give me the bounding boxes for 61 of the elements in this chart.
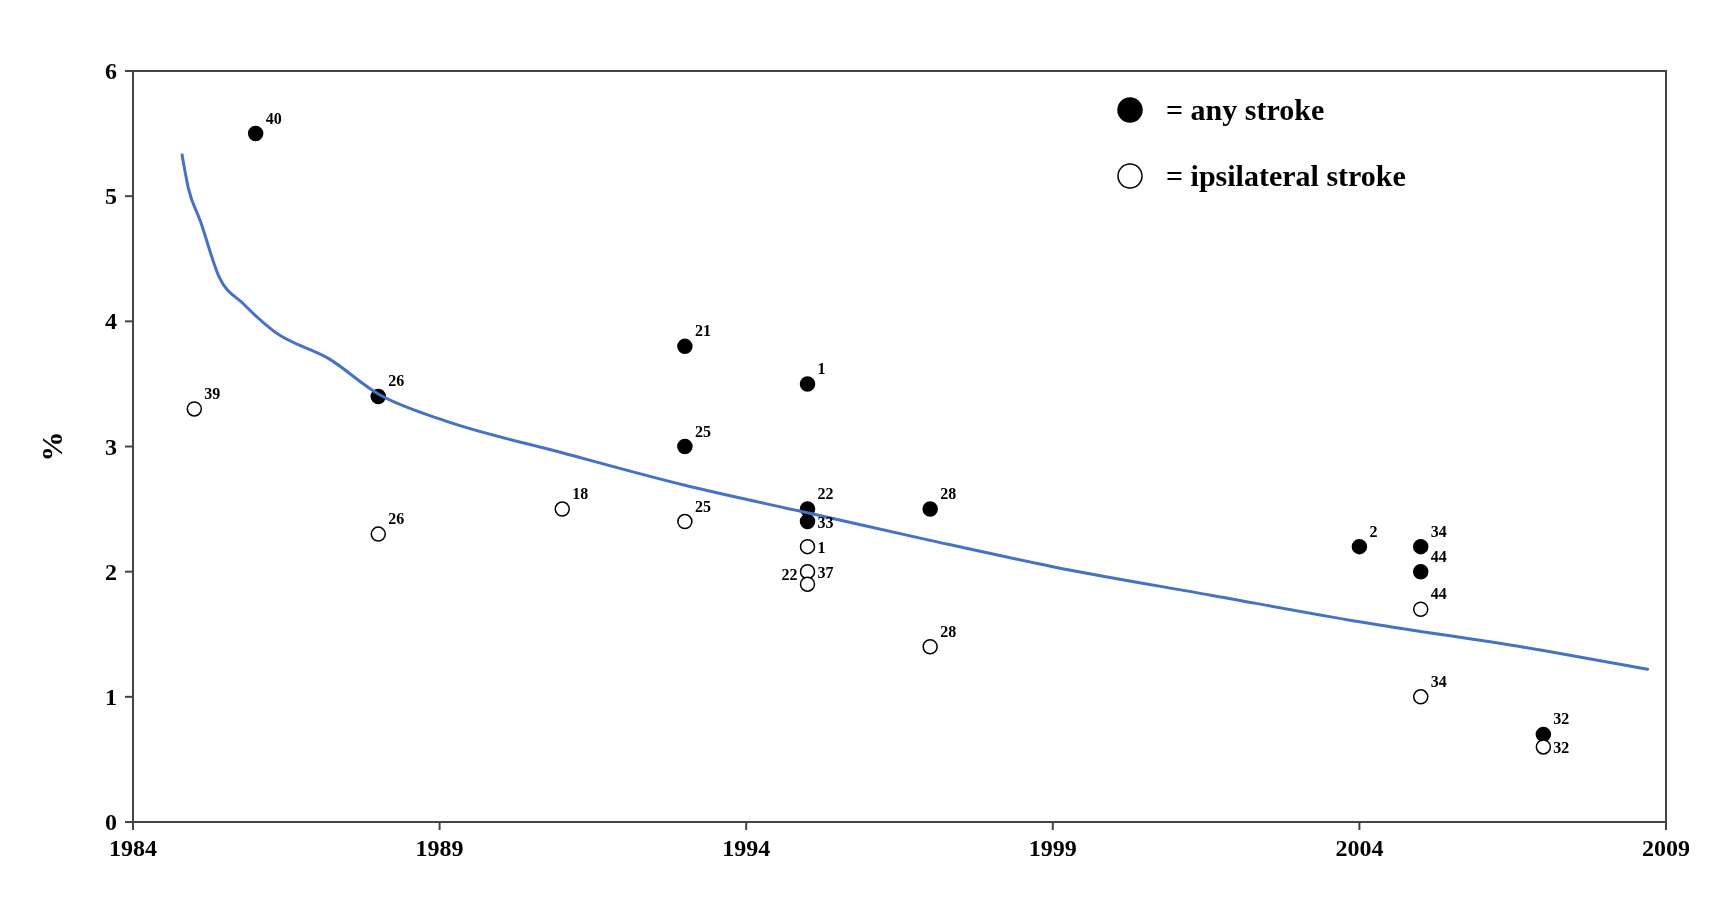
y-tick-label: 3: [105, 433, 117, 460]
y-tick-label: 0: [105, 809, 117, 835]
point: [370, 526, 387, 542]
point: [677, 513, 693, 530]
x-tick-label: 2009: [1642, 835, 1690, 861]
annotation: 33: [817, 513, 834, 531]
annotation: 18: [572, 485, 589, 503]
point: [799, 376, 816, 392]
x-tick-label: 1989: [415, 835, 464, 861]
annotation: 32: [1553, 738, 1570, 756]
annotation: 44: [1430, 547, 1447, 565]
annotation: 22: [781, 566, 798, 584]
y-tick-label: 6: [105, 58, 117, 84]
y-tick-label: 5: [105, 183, 117, 210]
annotation: 25: [694, 422, 711, 440]
annotation: 28: [940, 485, 957, 503]
annotation: 21: [694, 322, 711, 340]
point: [1412, 689, 1429, 705]
point: [554, 501, 570, 517]
annotation: 1: [817, 538, 826, 556]
point: [1535, 739, 1552, 755]
annotation: 32: [1553, 710, 1570, 728]
line-series: [180, 153, 1650, 671]
point: [1412, 601, 1429, 617]
legend-label: = ipsilateral stroke: [1166, 159, 1406, 192]
legend-label: = any stroke: [1166, 93, 1325, 126]
point: [799, 538, 816, 555]
annotation: 2: [1369, 522, 1378, 540]
annotation: 25: [694, 497, 711, 515]
annotation: 34: [1430, 522, 1447, 540]
point: [1412, 538, 1429, 555]
point: [1535, 726, 1552, 743]
annotation: 34: [1430, 672, 1447, 690]
annotation: 44: [1430, 585, 1447, 603]
annotation: 39: [204, 384, 221, 402]
annotation: 1: [817, 359, 826, 377]
point: [247, 125, 264, 142]
y-tick-label: 1: [105, 683, 117, 710]
x-tick-label: 1984: [109, 835, 157, 861]
point: [799, 563, 816, 580]
point: [186, 401, 203, 417]
point: [799, 576, 816, 592]
y-tick-label: 4: [105, 308, 117, 335]
point: [1412, 563, 1429, 580]
point: [677, 338, 693, 355]
annotation: 40: [265, 109, 282, 127]
annotation: 26: [388, 510, 405, 528]
y-tick-label: 2: [105, 558, 117, 585]
x-tick-label: 1999: [1028, 835, 1077, 861]
point: [677, 438, 693, 455]
point: [922, 501, 938, 517]
x-tick-label: 1994: [722, 835, 771, 861]
x-tick-label: 2004: [1335, 835, 1384, 861]
annotation: 22: [817, 485, 834, 503]
annotation: 37: [817, 563, 834, 581]
y-axis-title: %: [35, 431, 68, 462]
annotation: 26: [388, 372, 405, 390]
point: [799, 513, 816, 530]
point: [922, 639, 938, 655]
annotation: 28: [940, 622, 957, 640]
point: [1351, 538, 1368, 555]
